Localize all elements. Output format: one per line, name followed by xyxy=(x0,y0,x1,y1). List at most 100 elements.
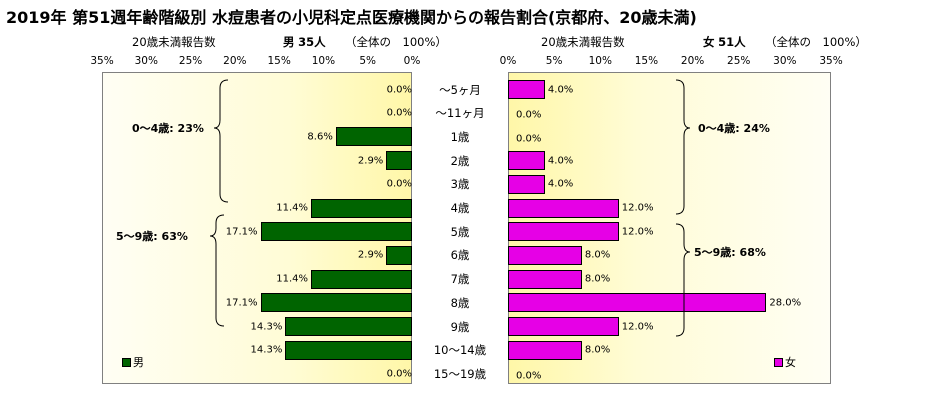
female-bar xyxy=(508,317,619,336)
female-x-tick: 5% xyxy=(545,55,563,67)
female-data-label: 28.0% xyxy=(769,297,802,309)
male-header-count: 35人 xyxy=(298,35,326,49)
age-category-label: 6歳 xyxy=(450,248,470,263)
male-bar xyxy=(285,340,412,360)
female-data-label: 0.0% xyxy=(516,133,542,145)
female-data-label: 12.0% xyxy=(621,202,654,214)
male-data-label: 2.9% xyxy=(357,249,384,261)
female-data-label: 8.0% xyxy=(584,273,611,285)
chart-title: 2019年 第51週年齢階級別 水痘患者の小児科定点医療機関からの報告割合(京都… xyxy=(6,8,697,27)
female-data-label: 8.0% xyxy=(584,249,611,261)
male-data-label: 0.0% xyxy=(386,84,412,95)
male-bar xyxy=(311,269,412,289)
male-legend-label: 男 xyxy=(133,356,144,369)
male-legend-swatch xyxy=(122,357,131,367)
female-data-label: 12.0% xyxy=(621,321,654,332)
male-x-tick: 0% xyxy=(403,55,421,67)
female-x-tick: 30% xyxy=(773,55,797,67)
male-x-tick: 30% xyxy=(134,55,158,67)
age-category-label: ～5ヶ月 xyxy=(439,82,481,97)
age-category-label: 8歳 xyxy=(450,295,470,310)
female-data-label: 8.0% xyxy=(584,344,611,356)
female-data-label: 4.0% xyxy=(547,178,574,190)
male-x-tick: 25% xyxy=(178,55,203,67)
male-data-label: 0.0% xyxy=(386,178,412,190)
age-category-label: 3歳 xyxy=(450,177,470,192)
female-bar xyxy=(508,269,582,289)
age-category-label: 15～19歳 xyxy=(433,366,487,381)
male-0-4-brace xyxy=(213,79,229,203)
male-bar xyxy=(260,293,412,313)
female-x-tick: 15% xyxy=(634,55,659,67)
female-x-tick: 0% xyxy=(499,55,517,67)
female-header-sex: 女 xyxy=(703,35,715,49)
female-legend: 女 xyxy=(774,354,796,370)
male-data-label: 11.4% xyxy=(276,273,309,285)
male-bar xyxy=(285,317,412,336)
male-x-tick: 5% xyxy=(359,55,377,67)
male-data-label: 2.9% xyxy=(357,155,384,167)
female-bar xyxy=(508,245,582,265)
age-category-label: 7歳 xyxy=(450,272,470,287)
female-x-tick: 10% xyxy=(588,55,612,67)
female-x-tick: 35% xyxy=(819,55,843,67)
female-x-tick: 25% xyxy=(727,55,751,67)
female-0-4-brace xyxy=(675,79,691,215)
male-5-9-brace xyxy=(209,214,225,327)
female-5-9-brace xyxy=(675,223,691,337)
male-bar xyxy=(260,222,412,242)
female-data-label: 0.0% xyxy=(516,370,542,382)
male-bar xyxy=(311,198,412,218)
female-bar xyxy=(508,198,619,218)
age-category-label: ～11ヶ月 xyxy=(435,106,485,121)
female-data-label: 4.0% xyxy=(547,84,574,95)
male-header-label: 男 35人 xyxy=(283,34,326,50)
age-category-label: 4歳 xyxy=(450,201,470,215)
male-x-tick: 35% xyxy=(90,55,114,67)
male-header-suffix: （全体の 100%） xyxy=(345,35,447,49)
female-x-tick: 20% xyxy=(680,55,705,67)
age-category-label: 10～14歳 xyxy=(433,343,487,358)
male-data-label: 17.1% xyxy=(225,226,258,238)
female-5-9-annotation: 5～9歳: 68% xyxy=(694,246,766,259)
female-bar xyxy=(508,151,545,171)
male-data-label: 14.3% xyxy=(250,321,283,332)
male-x-tick: 10% xyxy=(311,55,336,67)
female-bar xyxy=(508,174,545,194)
female-data-label: 12.0% xyxy=(621,226,654,238)
male-header-sex: 男 xyxy=(283,35,295,49)
female-data-label: 0.0% xyxy=(516,109,542,121)
female-0-4-annotation: 0～4歳: 24% xyxy=(698,122,770,135)
female-bar xyxy=(508,222,619,242)
age-category-label: 2歳 xyxy=(450,153,470,168)
male-x-tick: 15% xyxy=(267,55,291,67)
female-legend-label: 女 xyxy=(785,356,796,369)
female-header-suffix: （全体の 100%） xyxy=(765,35,867,49)
female-header-label: 女 51人 xyxy=(703,34,746,50)
female-legend-swatch xyxy=(774,357,783,367)
male-data-label: 14.3% xyxy=(250,344,283,356)
age-category-label: 9歳 xyxy=(450,319,470,334)
male-bar xyxy=(335,127,412,147)
female-bar xyxy=(508,340,582,360)
female-bar xyxy=(508,80,545,99)
age-category-label: 5歳 xyxy=(450,224,470,239)
age-category-label: 1歳 xyxy=(450,129,470,144)
female-header-count: 51人 xyxy=(718,35,746,49)
male-data-label: 0.0% xyxy=(386,368,412,380)
female-bar xyxy=(508,293,767,313)
male-data-label: 0.0% xyxy=(386,107,412,119)
male-bar xyxy=(386,151,412,171)
male-legend: 男 xyxy=(122,354,144,370)
male-data-label: 11.4% xyxy=(276,202,309,214)
male-data-label: 17.1% xyxy=(225,297,258,309)
female-header-prefix: 20歳未満報告数 xyxy=(541,35,625,49)
male-header-prefix: 20歳未満報告数 xyxy=(132,35,216,49)
male-x-tick: 20% xyxy=(223,55,247,67)
female-data-label: 4.0% xyxy=(547,155,574,167)
male-data-label: 8.6% xyxy=(307,131,333,143)
male-5-9-annotation: 5～9歳: 63% xyxy=(116,230,188,243)
male-0-4-annotation: 0～4歳: 23% xyxy=(132,122,204,135)
